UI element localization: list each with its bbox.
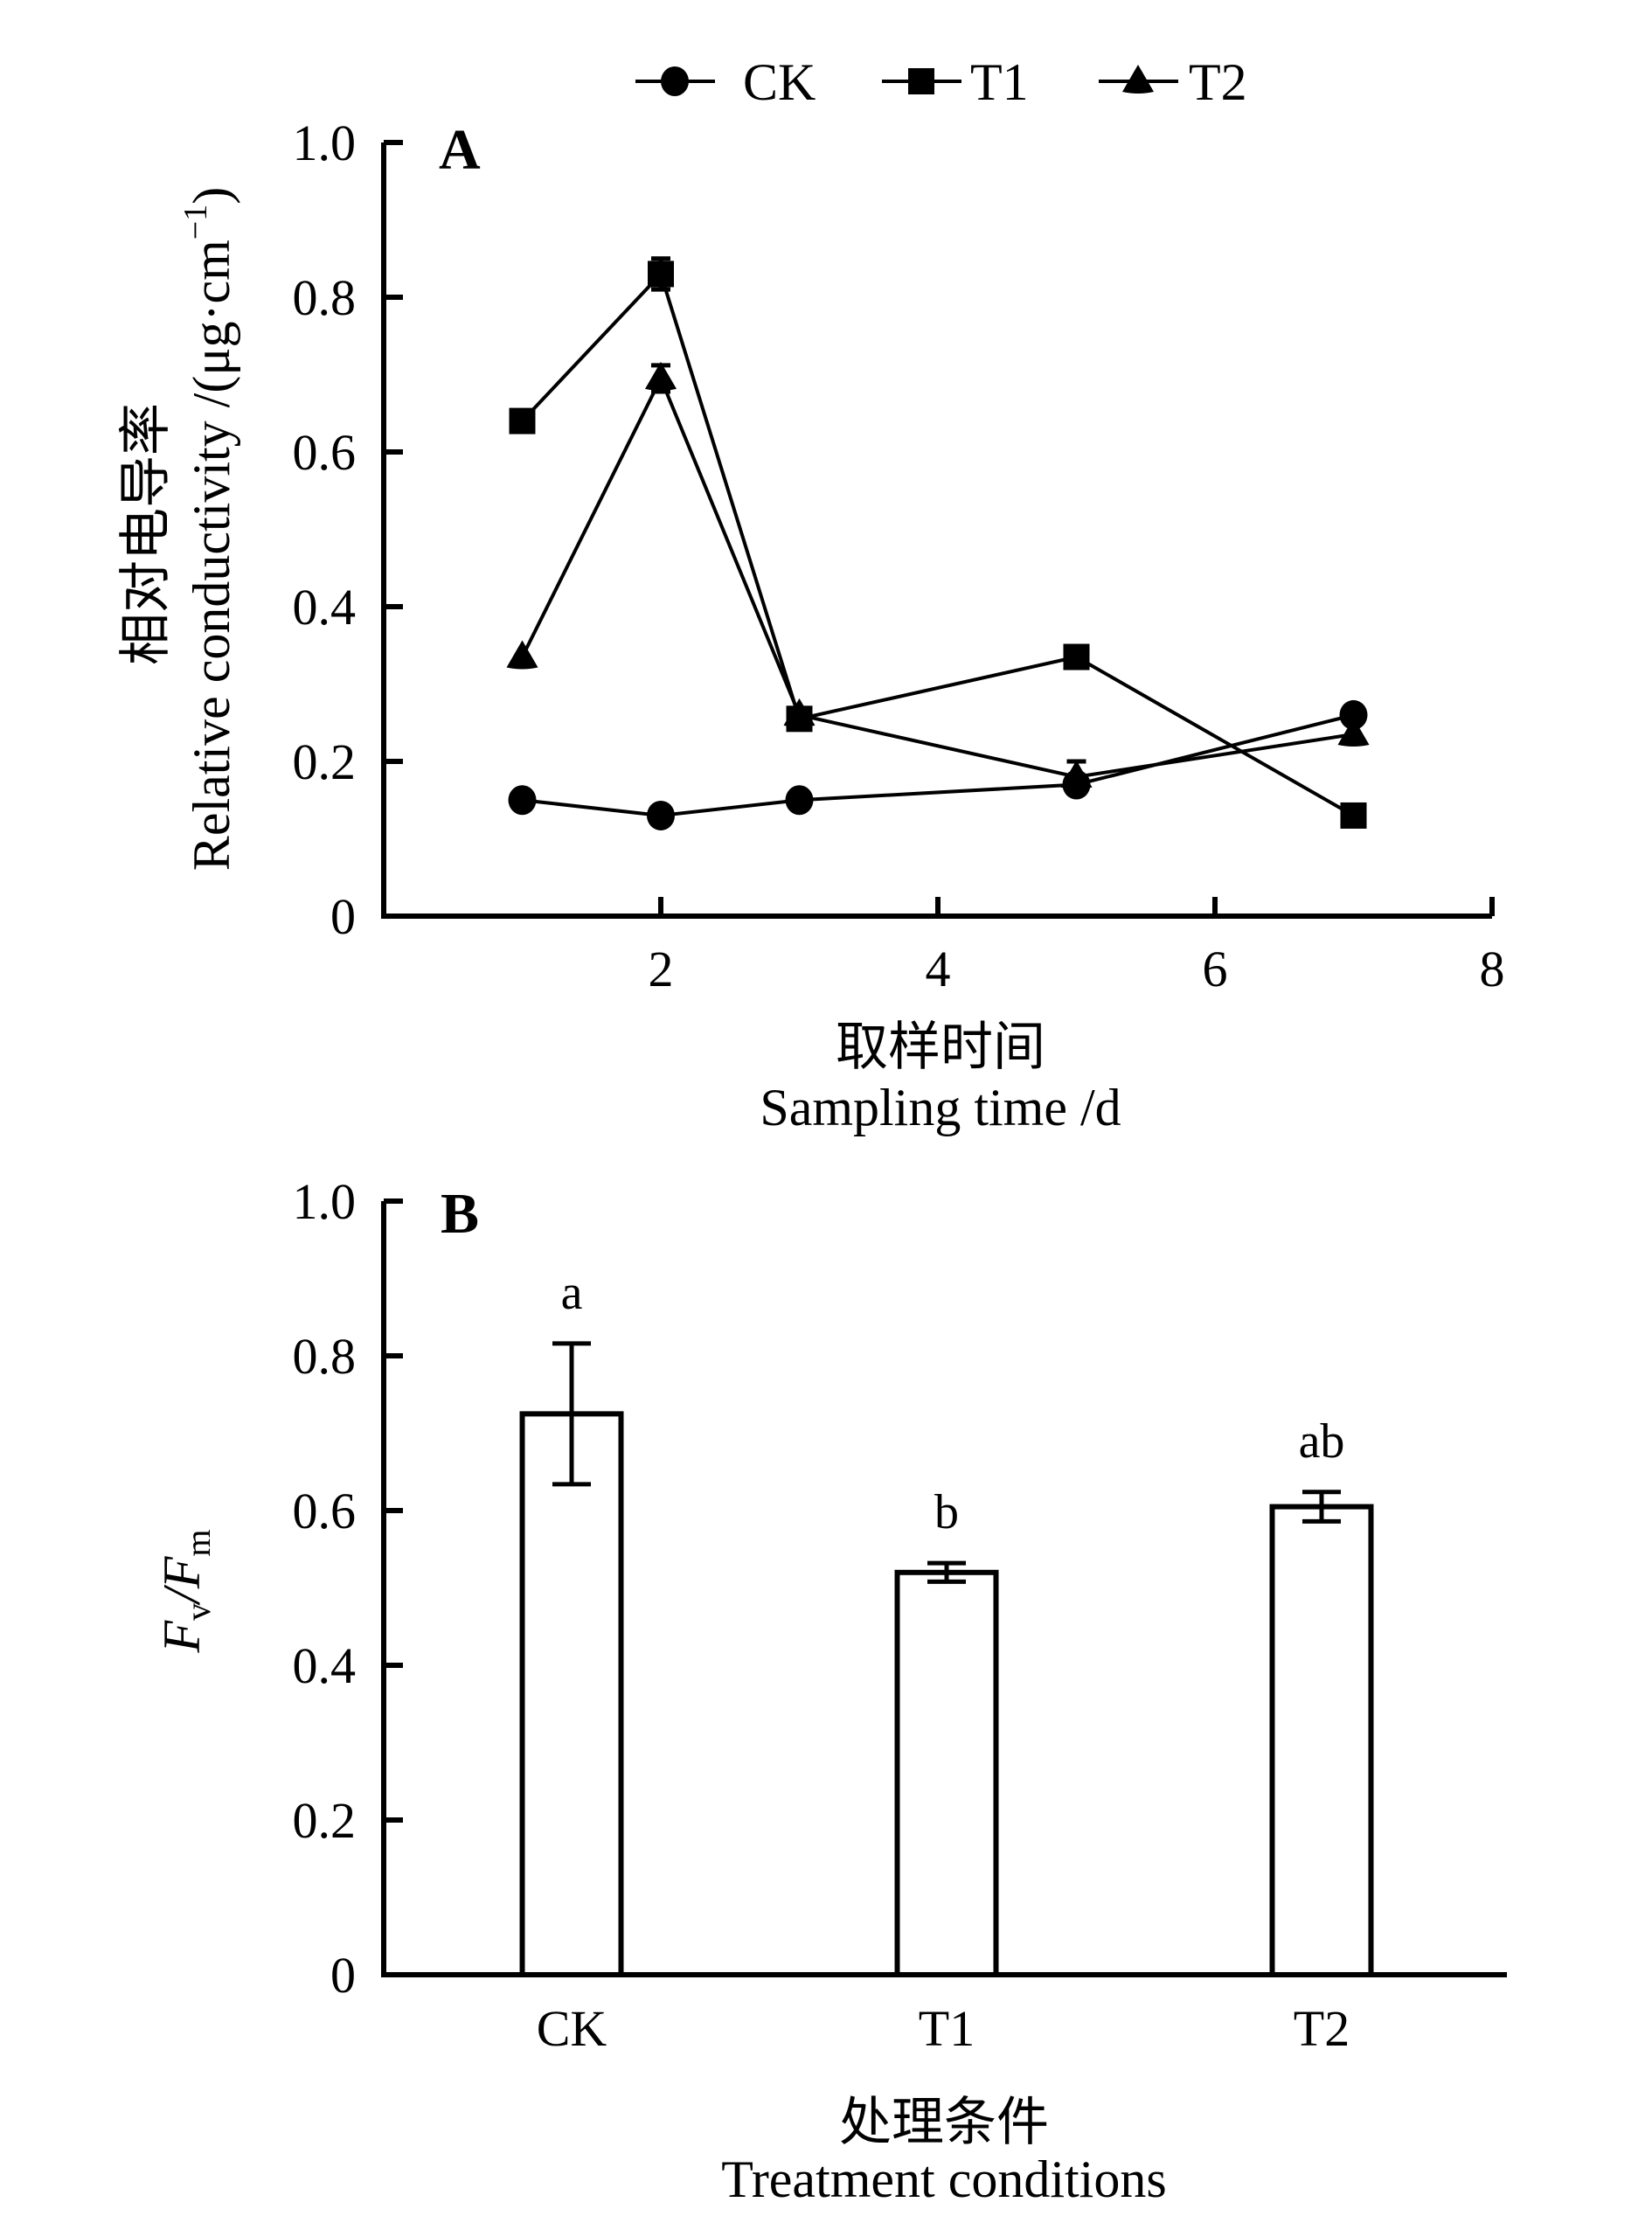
significance-label-t2: ab (1299, 1414, 1345, 1469)
y-tick-label-b: 0.4 (293, 1637, 357, 1694)
data-point-t1 (1063, 643, 1090, 670)
data-point-ck (647, 800, 675, 830)
y-axis-title-a-sup: −1 (177, 205, 214, 240)
y-axis-title-b: Fv/Fm (153, 1529, 218, 1653)
data-point-t2 (1060, 760, 1093, 789)
data-point-t2 (1337, 718, 1370, 747)
data-point-ck (785, 785, 814, 816)
panel-label-b: B (441, 1182, 479, 1246)
x-axis-title-cn-a: 取样时间 (836, 1018, 1045, 1076)
data-point-ck (508, 785, 537, 816)
x-tick-label-t1: T1 (919, 2000, 975, 2057)
legend-item-ck: CK (635, 53, 816, 111)
data-point-t2 (645, 361, 677, 391)
x-tick-label-a: 8 (1480, 941, 1505, 997)
legend: CK T1 T2 (635, 53, 1247, 111)
y-tick-label-a: 0.4 (293, 579, 357, 636)
y-axis-title-a: Relative conductivity /(μg·cm−1) (177, 187, 240, 871)
y-tick-label-b: 0.2 (293, 1792, 357, 1849)
x-tick-label-t2: T2 (1294, 2000, 1350, 2057)
data-point-t2 (506, 640, 538, 670)
data-point-ck (1339, 699, 1368, 730)
legend-marker-t2-icon (1122, 65, 1154, 94)
x-tick-label-a: 6 (1203, 941, 1228, 997)
y-axis-title-b-sub2: m (178, 1529, 218, 1556)
y-axis-title-b-sub1: v (178, 1603, 218, 1621)
legend-label-t2: T2 (1189, 53, 1247, 111)
legend-marker-t1-icon (908, 68, 934, 94)
y-tick-label-b: 0.8 (293, 1328, 357, 1385)
x-tick-label-ck: CK (537, 2000, 607, 2057)
y-tick-label-a: 1.0 (293, 115, 357, 171)
x-axis-title-cn-b: 处理条件 (839, 2094, 1049, 2151)
y-tick-label-a: 0.8 (293, 269, 357, 326)
significance-label-t1: b (934, 1485, 959, 1539)
series-group-a (506, 256, 1370, 830)
y-axis-title-a-close: ) (183, 187, 240, 205)
y-tick-label-b: 1.0 (293, 1173, 357, 1230)
bars-group-b: a CK b T1 ab T2 (519, 1266, 1374, 2057)
legend-item-t2: T2 (1099, 53, 1247, 111)
significance-label-ck: a (561, 1266, 583, 1320)
bar-ck (519, 1411, 624, 1977)
y-axis-title-b-f1: F (153, 1620, 211, 1654)
y-axis-title-a-text: Relative conductivity /(μg·cm (183, 240, 240, 871)
panel-b-bar-chart: B 0 0.2 0.4 0.6 0.8 1.0 a CK b T1 ab T2 Fv/Fm 处理条件… (153, 1173, 1507, 2208)
legend-label-t1: T1 (970, 53, 1029, 111)
data-point-t1 (648, 261, 674, 288)
panel-label-a: A (439, 118, 481, 182)
y-tick-label-b: 0.6 (293, 1483, 357, 1539)
data-point-t2 (783, 698, 816, 727)
bar-t1 (894, 1569, 999, 1978)
x-tick-label-a: 4 (926, 941, 951, 997)
data-point-t1 (1340, 802, 1367, 829)
y-axis-title-b-f2: /F (153, 1555, 211, 1606)
y-tick-label-a: 0.6 (293, 424, 357, 481)
legend-label-ck: CK (743, 53, 816, 111)
y-tick-label-b: 0 (330, 1947, 356, 2004)
x-axis-title-a: Sampling time /d (760, 1079, 1121, 1136)
legend-marker-ck-icon (661, 66, 689, 96)
axes-a: 0 0.2 0.4 0.6 0.8 1.0 2 4 6 8 (293, 115, 1505, 997)
bar-t2 (1269, 1504, 1374, 1977)
x-tick-label-a: 2 (649, 941, 674, 997)
x-axis-title-b: Treatment conditions (721, 2150, 1166, 2208)
y-axis-title-cn-a: 相对电导率 (117, 403, 175, 665)
data-point-t1 (509, 407, 536, 434)
y-tick-label-a: 0.2 (293, 733, 357, 790)
axes-b: 0 0.2 0.4 0.6 0.8 1.0 (293, 1173, 1507, 2004)
panel-a-line-chart: CK T1 T2 A 0 0.2 0.4 0.6 0.8 1.0 2 4 6 8 相对电导率 Rela… (117, 53, 1505, 1136)
legend-item-t1: T1 (882, 53, 1029, 111)
y-tick-label-a: 0 (330, 888, 356, 945)
